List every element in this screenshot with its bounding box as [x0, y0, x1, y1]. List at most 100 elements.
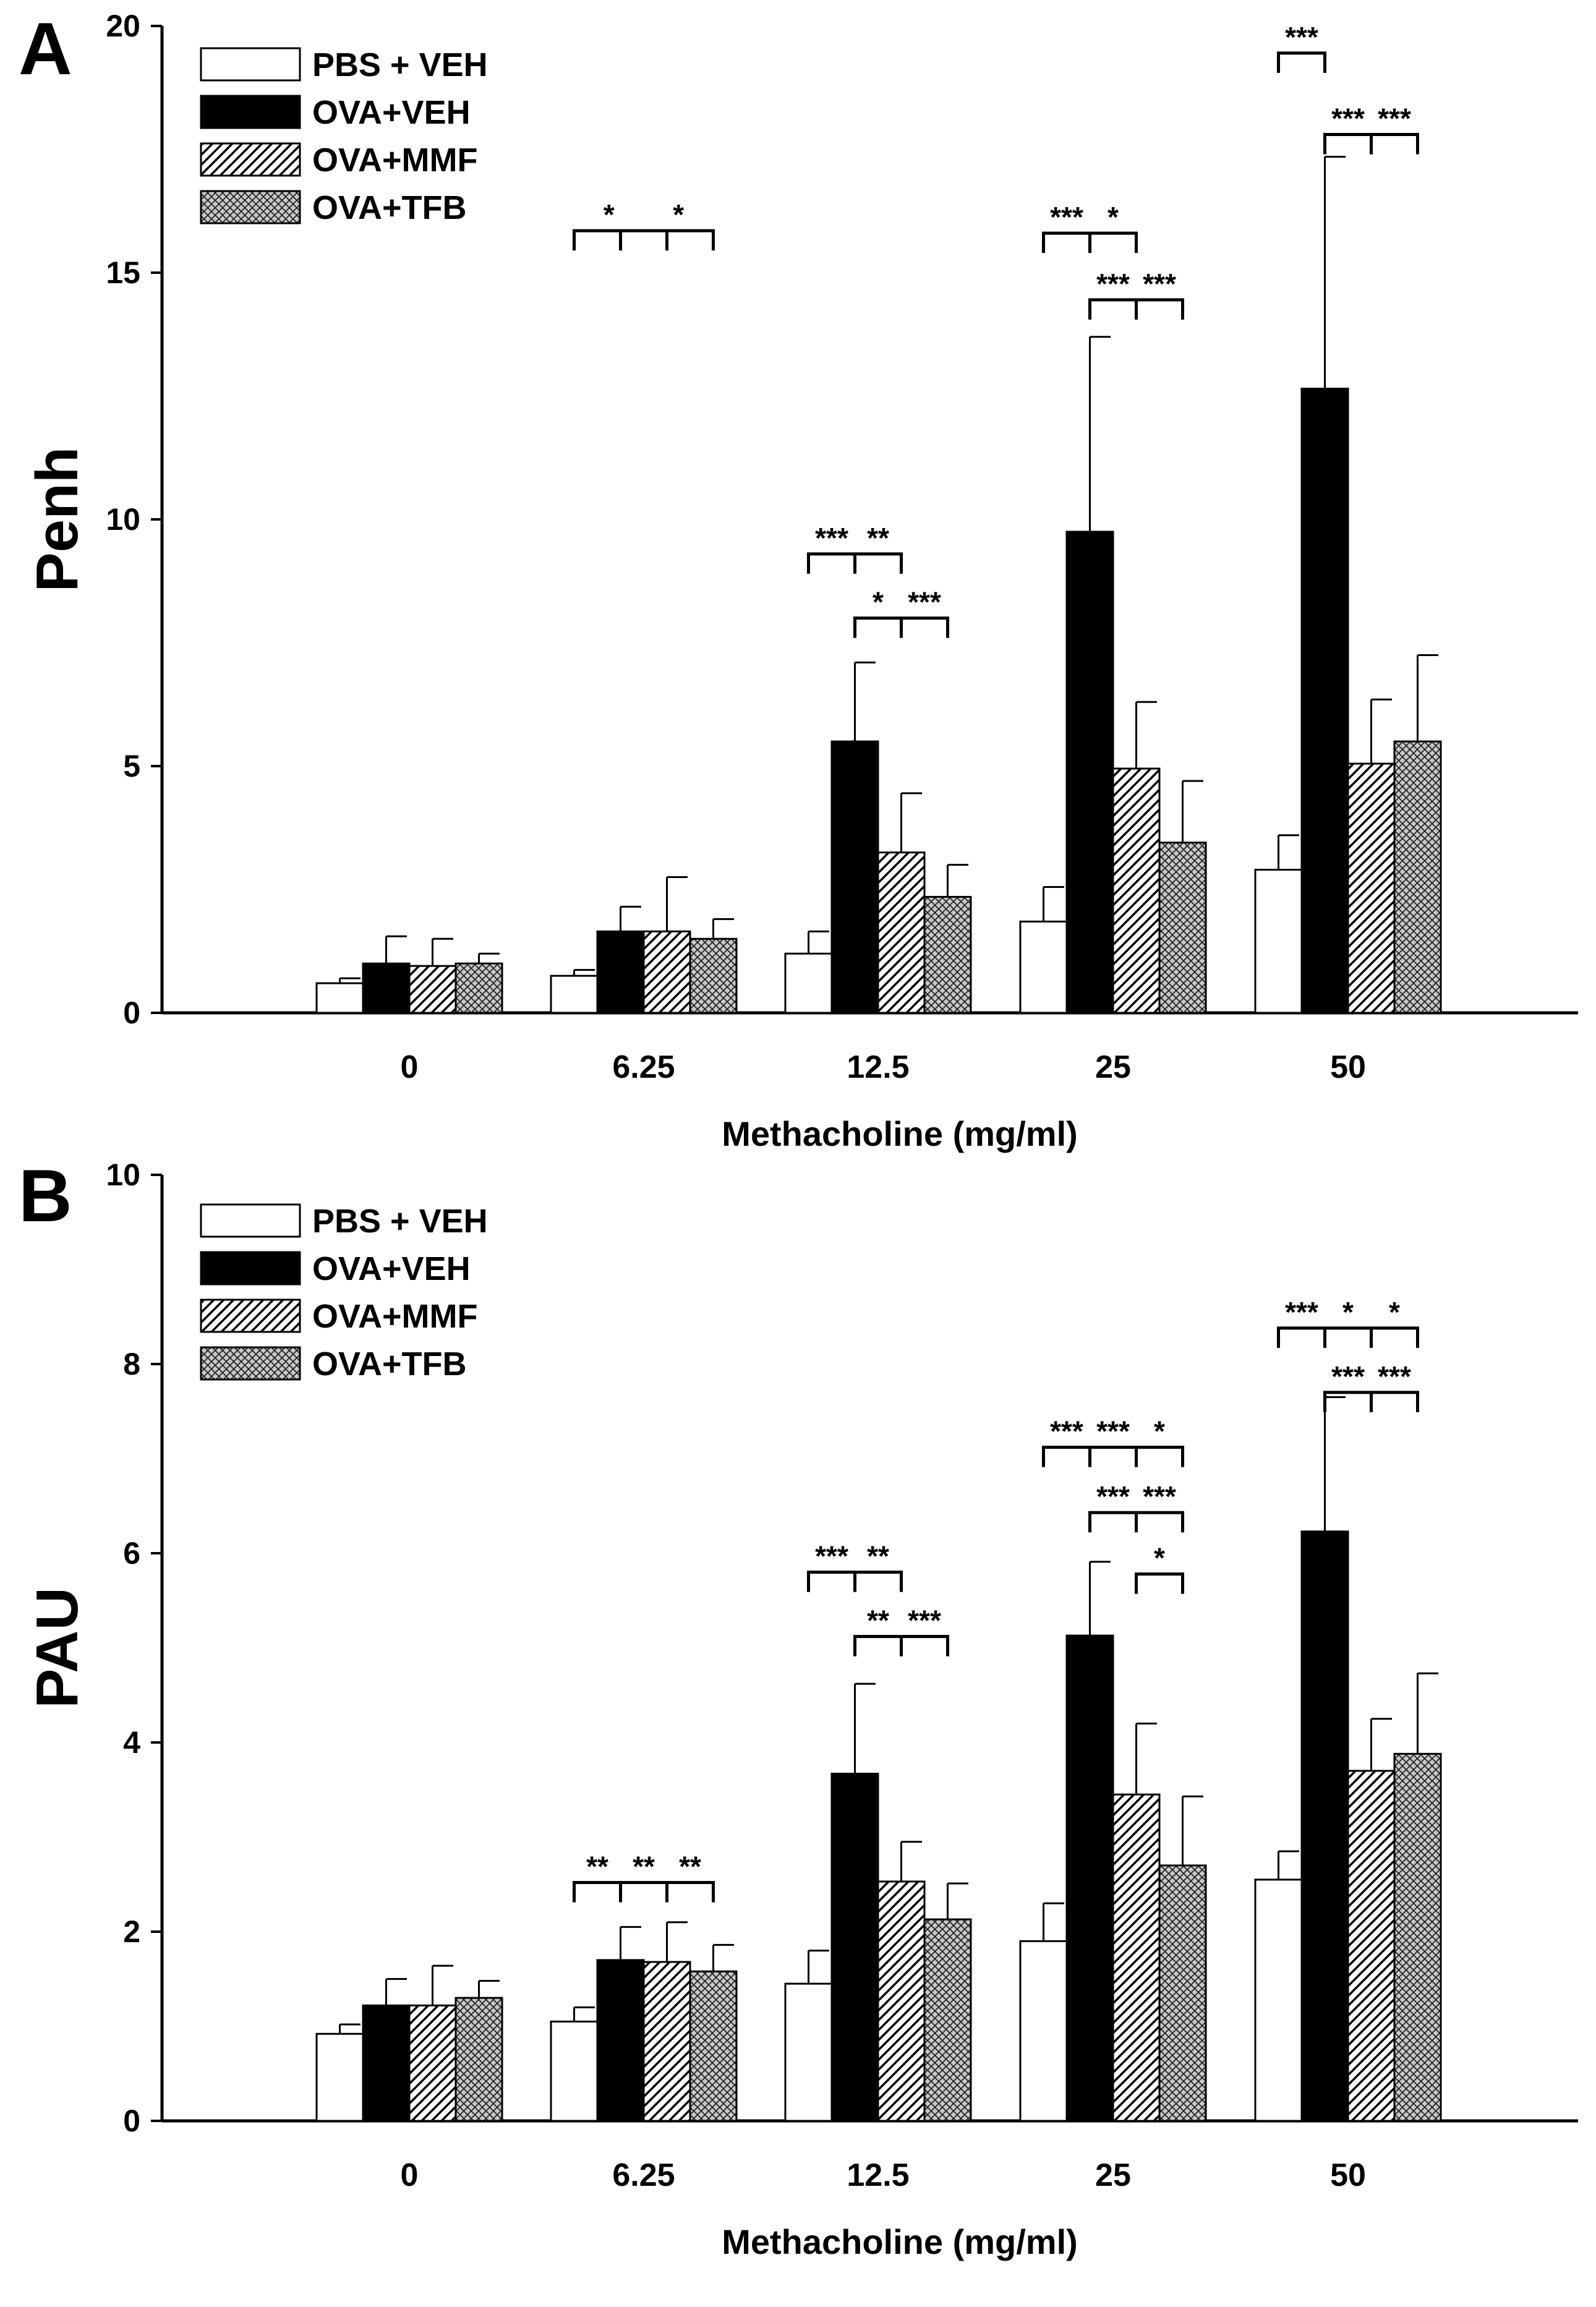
significance-label: *** — [1331, 103, 1365, 135]
bar — [1065, 1634, 1114, 2122]
x-tick-label: 12.5 — [847, 1049, 909, 1085]
significance-label: ** — [867, 1540, 889, 1572]
bar — [1347, 1770, 1396, 2122]
bar — [923, 895, 972, 1014]
bar — [784, 952, 833, 1014]
legend-swatch — [200, 47, 301, 82]
significance-label: *** — [1096, 1415, 1130, 1448]
bar — [1300, 1530, 1349, 2122]
legend-label: PBS + VEH — [312, 1203, 488, 1240]
bar — [642, 1961, 691, 2122]
x-tick-label: 0 — [401, 2157, 419, 2193]
legend-swatch — [200, 1298, 301, 1333]
bar — [408, 965, 457, 1014]
significance-label: * — [673, 198, 684, 231]
significance-label: * — [1154, 1542, 1165, 1574]
significance-label: ** — [586, 1850, 608, 1882]
y-tick-label: 0 — [123, 2104, 140, 2138]
bar — [1065, 531, 1114, 1014]
significance-label: ** — [633, 1850, 655, 1882]
significance-label: *** — [1143, 268, 1176, 300]
x-tick-label: 50 — [1330, 2157, 1366, 2193]
significance-label: *** — [1285, 1296, 1318, 1328]
panel-letter: B — [19, 1154, 72, 1237]
legend-label: OVA+TFB — [312, 189, 467, 226]
y-tick-label: 10 — [106, 1158, 140, 1192]
significance-label: *** — [1378, 1360, 1411, 1392]
bar — [1019, 1940, 1068, 2122]
y-tick-label: 10 — [106, 502, 140, 537]
bar — [1019, 920, 1068, 1014]
significance-label: *** — [1285, 21, 1318, 53]
x-tick-label: 6.25 — [612, 1049, 675, 1085]
bar — [689, 937, 738, 1014]
significance-bracket — [573, 1880, 715, 1903]
significance-label: *** — [815, 522, 848, 554]
x-tick-label: 50 — [1330, 1049, 1366, 1085]
significance-bracket — [1135, 1572, 1184, 1594]
bar — [689, 1970, 738, 2122]
bar — [923, 1918, 972, 2122]
x-tick-label: 0 — [401, 1049, 419, 1085]
significance-label: *** — [1143, 1480, 1176, 1512]
panel-b-chart: B 0 2 4 6 8 10 PAU 0 6.25 12.5 25 50 Methacholine (mg… — [19, 1154, 1578, 2261]
significance-label: ** — [867, 522, 889, 554]
significance-label: * — [1389, 1296, 1400, 1328]
significance-label: *** — [1331, 1360, 1365, 1392]
bar — [550, 2020, 599, 2122]
x-axis-title: Methacholine (mg/ml) — [722, 2222, 1078, 2261]
legend-swatch — [200, 1346, 301, 1381]
significance-label: * — [604, 198, 615, 231]
significance-label: * — [873, 586, 884, 618]
legend-swatch — [200, 95, 301, 129]
legend-swatch — [200, 1251, 301, 1286]
significance-label: *** — [1050, 201, 1083, 233]
legend-label: OVA+TFB — [312, 1345, 467, 1383]
bar — [315, 2032, 364, 2122]
bar — [877, 851, 926, 1014]
significance-bracket — [1277, 51, 1326, 73]
significance-label: ** — [679, 1850, 701, 1882]
significance-bracket — [1042, 1446, 1184, 1467]
bar — [596, 930, 645, 1014]
bar — [1393, 1752, 1442, 2122]
bar — [315, 982, 364, 1014]
bar — [877, 1880, 926, 2122]
y-tick-label: 4 — [123, 1725, 140, 1760]
panel-letter: A — [19, 7, 72, 90]
significance-label: *** — [1096, 268, 1130, 300]
bar — [1112, 1793, 1161, 2122]
legend-label: PBS + VEH — [312, 46, 488, 83]
significance-label: *** — [908, 586, 941, 618]
y-tick-label: 6 — [123, 1536, 140, 1571]
significance-bracket — [573, 229, 715, 251]
bar — [1254, 1878, 1303, 2122]
x-tick-label: 12.5 — [847, 2157, 909, 2193]
y-axis-title: PAU — [24, 1587, 90, 1708]
bar — [1347, 762, 1396, 1014]
y-axis-title: Penh — [24, 447, 90, 592]
significance-label: ** — [867, 1605, 889, 1637]
legend-swatch — [200, 142, 301, 177]
y-tick-label: 8 — [123, 1347, 140, 1381]
y-tick-label: 5 — [123, 749, 140, 783]
significance-label: *** — [908, 1605, 941, 1637]
significance-label: *** — [1050, 1415, 1083, 1448]
significance-label: * — [1107, 201, 1119, 233]
significance-bracket — [1277, 1326, 1419, 1348]
significance-label: *** — [1096, 1480, 1130, 1512]
bar — [642, 930, 691, 1014]
y-tick-label: 15 — [106, 255, 140, 290]
bar — [1158, 842, 1207, 1014]
legend-label: OVA+VEH — [312, 1250, 471, 1287]
significance-label: *** — [815, 1540, 848, 1572]
legend-label: OVA+MMF — [312, 142, 478, 179]
x-tick-label: 6.25 — [612, 2157, 675, 2193]
bar — [550, 974, 599, 1014]
legend-label: OVA+MMF — [312, 1298, 478, 1335]
x-tick-label: 25 — [1095, 2157, 1131, 2193]
bar — [784, 1982, 833, 2122]
bar — [1254, 869, 1303, 1014]
bar — [408, 2004, 457, 2122]
